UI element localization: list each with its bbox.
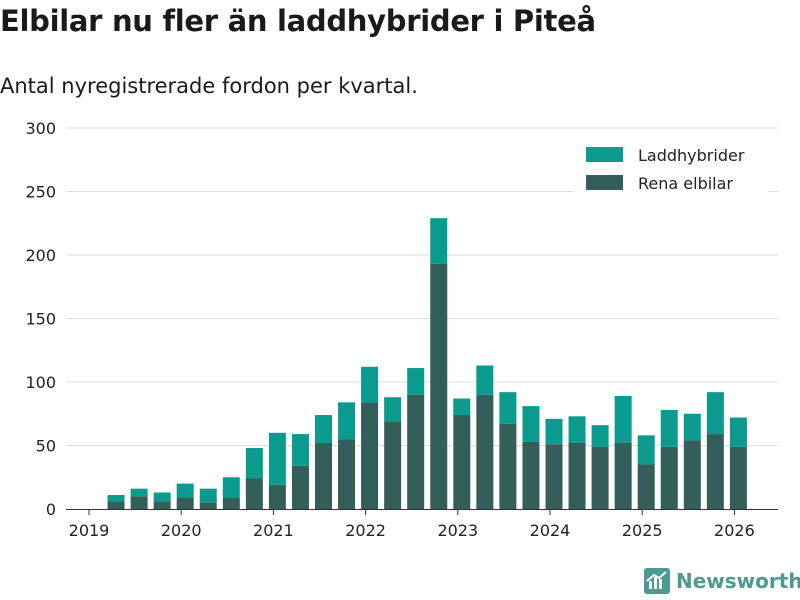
bar-laddhybrider <box>222 477 240 498</box>
legend-label: Laddhybrider <box>638 146 745 165</box>
newsworthy-logo: Newsworthy <box>644 568 800 594</box>
bar-laddhybrider <box>430 218 448 264</box>
bar-laddhybrider <box>245 448 263 479</box>
bar-rena-elbilar <box>545 444 563 509</box>
bar-rena-elbilar <box>683 440 701 509</box>
x-tick-label: 2024 <box>530 521 571 540</box>
bar-rena-elbilar <box>706 434 724 509</box>
bar-rena-elbilar <box>315 442 332 509</box>
legend-swatch <box>586 175 623 190</box>
bar-rena-elbilar <box>407 394 425 509</box>
bar-laddhybrider <box>199 488 217 503</box>
bar-laddhybrider <box>706 392 724 435</box>
bar-rena-elbilar <box>637 464 655 509</box>
bar-rena-elbilar <box>107 501 125 509</box>
bar-rena-elbilar <box>614 442 632 509</box>
bar-laddhybrider <box>476 365 494 395</box>
bar-rena-elbilar <box>222 497 240 509</box>
bar-laddhybrider <box>176 483 194 498</box>
newsworthy-icon <box>644 568 670 594</box>
x-tick-label: 2021 <box>253 521 294 540</box>
bar-rena-elbilar <box>729 446 747 509</box>
x-tick-label: 2026 <box>714 521 755 540</box>
bar-rena-elbilar <box>153 501 171 509</box>
bar-laddhybrider <box>315 415 332 443</box>
bar-laddhybrider <box>361 366 379 403</box>
bar-laddhybrider <box>453 398 471 416</box>
x-tick-label: 2022 <box>345 521 386 540</box>
bar-rena-elbilar <box>130 496 148 509</box>
bar-rena-elbilar <box>268 484 286 509</box>
chart-title: Elbilar nu fler än laddhybrider i Piteå <box>0 4 596 38</box>
bar-laddhybrider <box>660 409 678 447</box>
bar-rena-elbilar <box>453 415 471 509</box>
bar-rena-elbilar <box>568 442 586 509</box>
bar-rena-elbilar <box>660 446 678 509</box>
bar-rena-elbilar <box>245 478 263 509</box>
y-tick-label: 200 <box>25 246 56 265</box>
bar-laddhybrider <box>153 492 171 502</box>
bar-rena-elbilar <box>499 423 517 509</box>
bar-rena-elbilar <box>176 497 194 509</box>
y-tick-label: 100 <box>25 373 56 392</box>
bar-laddhybrider <box>637 435 655 465</box>
y-tick-label: 150 <box>25 310 56 329</box>
bar-laddhybrider <box>407 368 425 395</box>
x-tick-label: 2025 <box>622 521 663 540</box>
bar-rena-elbilar <box>291 465 309 509</box>
bar-laddhybrider <box>499 392 517 424</box>
x-tick-label: 2019 <box>69 521 110 540</box>
bar-laddhybrider <box>522 406 540 442</box>
bar-laddhybrider <box>568 416 586 443</box>
bar-laddhybrider <box>130 488 148 497</box>
bar-laddhybrider <box>591 425 609 447</box>
y-tick-label: 250 <box>25 183 56 202</box>
x-tick-label: 2020 <box>161 521 202 540</box>
y-tick-label: 0 <box>46 500 56 519</box>
bar-laddhybrider <box>384 397 402 422</box>
x-tick-label: 2023 <box>437 521 478 540</box>
legend-swatch <box>586 147 623 162</box>
bar-laddhybrider <box>338 402 356 440</box>
bar-laddhybrider <box>614 395 632 443</box>
y-tick-label: 50 <box>36 437 56 456</box>
bar-laddhybrider <box>268 432 286 485</box>
bar-rena-elbilar <box>430 263 448 509</box>
bar-laddhybrider <box>107 495 125 502</box>
legend-label: Rena elbilar <box>638 174 733 193</box>
bar-rena-elbilar <box>384 421 402 509</box>
bar-laddhybrider <box>545 418 563 445</box>
bar-rena-elbilar <box>476 394 494 509</box>
brand-name: Newsworthy <box>676 569 800 593</box>
bar-laddhybrider <box>683 413 701 441</box>
y-tick-label: 300 <box>25 119 56 138</box>
bar-rena-elbilar <box>522 441 540 509</box>
bar-laddhybrider <box>729 417 747 447</box>
bar-rena-elbilar <box>338 439 356 509</box>
bar-rena-elbilar <box>361 402 379 509</box>
chart-subtitle: Antal nyregistrerade fordon per kvartal. <box>0 74 418 98</box>
bar-rena-elbilar <box>591 446 609 509</box>
bar-rena-elbilar <box>199 502 217 509</box>
bar-laddhybrider <box>291 434 309 466</box>
